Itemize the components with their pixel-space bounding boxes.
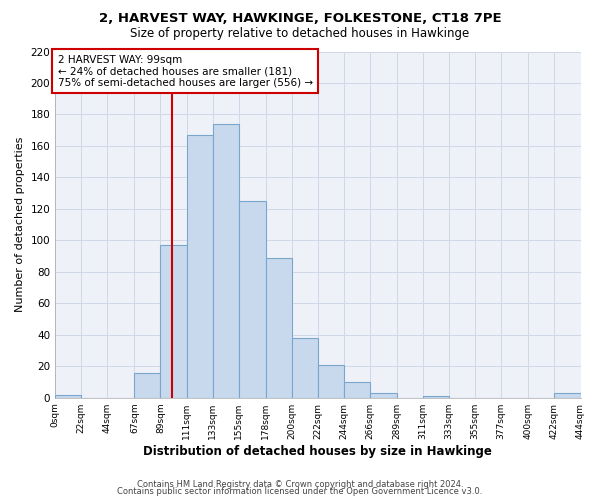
Bar xyxy=(292,338,318,398)
Bar xyxy=(370,393,397,398)
Bar xyxy=(318,364,344,398)
Text: 2, HARVEST WAY, HAWKINGE, FOLKESTONE, CT18 7PE: 2, HARVEST WAY, HAWKINGE, FOLKESTONE, CT… xyxy=(98,12,502,26)
Bar xyxy=(239,201,266,398)
Text: Size of property relative to detached houses in Hawkinge: Size of property relative to detached ho… xyxy=(130,28,470,40)
Bar xyxy=(212,124,239,398)
Bar xyxy=(344,382,370,398)
Bar xyxy=(160,245,187,398)
Bar xyxy=(266,258,292,398)
Bar xyxy=(134,372,160,398)
Text: Contains HM Land Registry data © Crown copyright and database right 2024.: Contains HM Land Registry data © Crown c… xyxy=(137,480,463,489)
Bar xyxy=(554,393,581,398)
Y-axis label: Number of detached properties: Number of detached properties xyxy=(15,137,25,312)
Bar xyxy=(55,394,81,398)
Bar xyxy=(187,135,212,398)
Text: Contains public sector information licensed under the Open Government Licence v3: Contains public sector information licen… xyxy=(118,487,482,496)
X-axis label: Distribution of detached houses by size in Hawkinge: Distribution of detached houses by size … xyxy=(143,444,492,458)
Bar xyxy=(423,396,449,398)
Text: 2 HARVEST WAY: 99sqm
← 24% of detached houses are smaller (181)
75% of semi-deta: 2 HARVEST WAY: 99sqm ← 24% of detached h… xyxy=(58,54,313,88)
